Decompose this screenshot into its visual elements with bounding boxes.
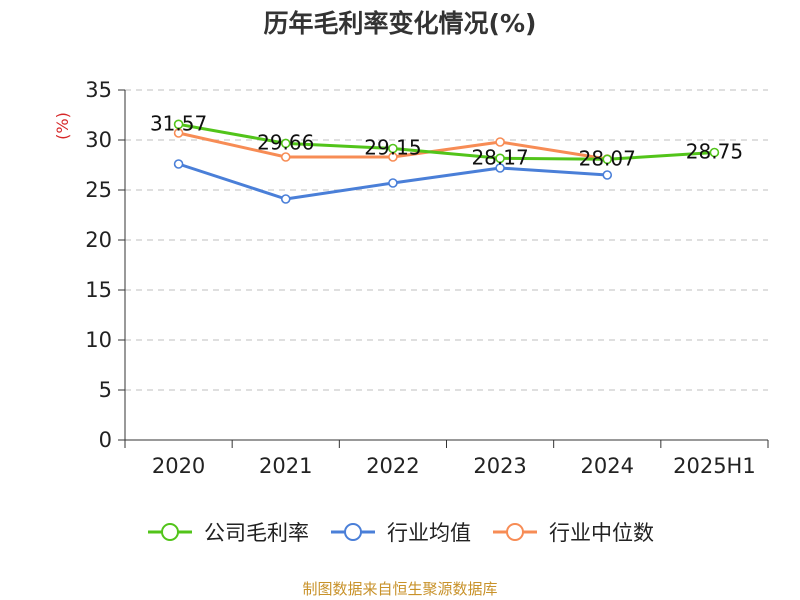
legend-item-industry-mean[interactable]: 行业均值 xyxy=(329,517,471,547)
data-point-industry-median[interactable] xyxy=(495,137,505,147)
legend-label-industry-median: 行业中位数 xyxy=(549,521,654,545)
data-label: 29.15 xyxy=(364,136,421,160)
data-point-industry-mean[interactable] xyxy=(388,178,398,188)
data-point-gross-margin[interactable] xyxy=(173,119,184,130)
legend-item-industry-median[interactable]: 行业中位数 xyxy=(491,517,654,547)
legend-marker-industry-mean xyxy=(331,523,375,541)
data-point-industry-mean[interactable] xyxy=(602,170,613,180)
data-point-industry-mean[interactable] xyxy=(173,159,184,169)
data-point-gross-margin[interactable] xyxy=(280,138,291,149)
legend-label-gross-margin: 公司毛利率 xyxy=(204,521,309,545)
source-note: 制图数据来自恒生聚源数据库 xyxy=(302,580,498,598)
data-point-gross-margin[interactable] xyxy=(602,154,613,165)
y-tick-label: 5 xyxy=(99,378,112,402)
legend-marker-industry-median xyxy=(493,523,537,541)
grid-lines xyxy=(125,89,768,391)
axes: 0 5 10 15 20 25 30 35 2020 2021 2022 2023 2024 2025H1 xyxy=(85,78,769,478)
y-tick-label: 15 xyxy=(85,278,112,302)
series-line-gross-margin xyxy=(178,122,715,161)
data-point-industry-mean[interactable] xyxy=(495,163,505,173)
data-point-gross-margin[interactable] xyxy=(709,147,720,158)
data-label: 31.57 xyxy=(150,111,207,135)
chart-title: 历年毛利率变化情况(%) xyxy=(263,9,537,38)
data-point-industry-mean[interactable] xyxy=(280,194,291,204)
y-tick-label: 25 xyxy=(85,178,112,202)
x-tick-label: 2022 xyxy=(366,454,419,478)
data-point-gross-margin[interactable] xyxy=(495,153,505,164)
x-tick-label: 2025H1 xyxy=(673,454,756,478)
data-label: 28.75 xyxy=(686,140,743,164)
y-tick-label: 20 xyxy=(85,228,112,252)
x-tick-label: 2020 xyxy=(152,454,205,478)
series-lines xyxy=(173,119,720,204)
y-tick-label: 10 xyxy=(85,328,112,352)
legend-marker-gross-margin xyxy=(148,523,192,541)
data-point-industry-median[interactable] xyxy=(280,152,291,162)
y-axis-unit-label: (%) xyxy=(53,112,72,140)
y-tick-label: 30 xyxy=(85,128,112,152)
x-tick-label: 2024 xyxy=(581,454,634,478)
x-tick-label: 2021 xyxy=(259,454,312,478)
data-label: 28.07 xyxy=(579,146,636,170)
legend: 公司毛利率 行业均值 行业中位数 xyxy=(0,517,800,547)
data-point-gross-margin[interactable] xyxy=(388,143,398,154)
legend-label-industry-mean: 行业均值 xyxy=(387,521,471,545)
data-label: 29.66 xyxy=(257,130,314,154)
legend-item-gross-margin[interactable]: 公司毛利率 xyxy=(146,517,309,547)
data-labels: 31.57 29.66 29.15 28.17 28.07 28.75 xyxy=(150,111,743,170)
x-tick-label: 2023 xyxy=(473,454,526,478)
data-label: 28.17 xyxy=(471,145,528,169)
y-tick-label: 35 xyxy=(85,78,112,102)
y-tick-label: 0 xyxy=(99,428,112,452)
